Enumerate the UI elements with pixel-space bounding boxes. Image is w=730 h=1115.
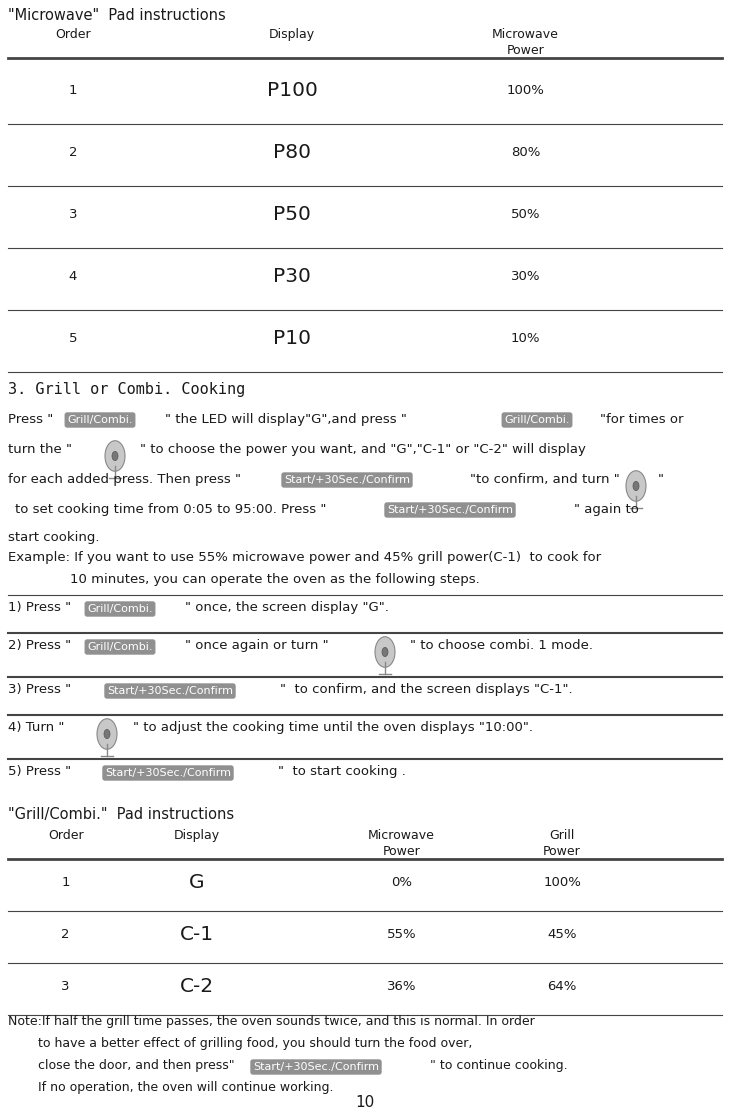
Text: 10: 10 <box>356 1095 374 1111</box>
Circle shape <box>633 482 639 491</box>
Text: Grill/Combi.: Grill/Combi. <box>67 415 133 425</box>
Text: Display: Display <box>269 28 315 41</box>
Text: Example: If you want to use 55% microwave power and 45% grill power(C-1)  to coo: Example: If you want to use 55% microwav… <box>8 551 601 564</box>
Text: Grill
Power: Grill Power <box>543 828 581 859</box>
Text: 3) Press ": 3) Press " <box>8 683 71 696</box>
Text: 55%: 55% <box>387 929 416 941</box>
Text: G: G <box>189 873 205 892</box>
Text: 5) Press ": 5) Press " <box>8 765 71 778</box>
Text: ": " <box>658 473 664 486</box>
Text: 4) Turn ": 4) Turn " <box>8 721 64 734</box>
Text: P100: P100 <box>266 80 318 99</box>
Text: 2) Press ": 2) Press " <box>8 639 71 652</box>
Text: 3. Grill or Combi. Cooking: 3. Grill or Combi. Cooking <box>8 382 245 397</box>
Text: 2: 2 <box>69 145 77 158</box>
Text: "for times or: "for times or <box>600 413 683 426</box>
Text: Display: Display <box>174 828 220 842</box>
Text: 4: 4 <box>69 270 77 282</box>
Text: 30%: 30% <box>511 270 540 282</box>
Text: "to confirm, and turn ": "to confirm, and turn " <box>470 473 620 486</box>
Text: P80: P80 <box>273 143 311 162</box>
Text: " the LED will display"G",and press ": " the LED will display"G",and press " <box>165 413 407 426</box>
Text: turn the ": turn the " <box>8 443 72 456</box>
Text: " to continue cooking.: " to continue cooking. <box>430 1059 568 1072</box>
Text: " again to: " again to <box>574 503 639 516</box>
Text: Start/+30Sec./Confirm: Start/+30Sec./Confirm <box>105 768 231 778</box>
Text: P30: P30 <box>273 266 311 285</box>
Circle shape <box>626 471 646 502</box>
Text: Microwave
Power: Microwave Power <box>492 28 559 57</box>
Circle shape <box>97 719 117 749</box>
Text: Grill/Combi.: Grill/Combi. <box>504 415 569 425</box>
Text: 3: 3 <box>61 980 70 993</box>
Text: "Grill/Combi."  Pad instructions: "Grill/Combi." Pad instructions <box>8 807 234 822</box>
Text: Note:If half the grill time passes, the oven sounds twice, and this is normal. I: Note:If half the grill time passes, the … <box>8 1015 535 1028</box>
Text: 10 minutes, you can operate the oven as the following steps.: 10 minutes, you can operate the oven as … <box>70 573 480 586</box>
Circle shape <box>105 440 125 472</box>
Text: 36%: 36% <box>387 980 416 993</box>
Text: Start/+30Sec./Confirm: Start/+30Sec./Confirm <box>107 686 233 696</box>
Text: 3: 3 <box>69 207 77 221</box>
Text: " once, the screen display "G".: " once, the screen display "G". <box>185 601 389 614</box>
Text: 1: 1 <box>61 876 70 890</box>
Text: Press ": Press " <box>8 413 53 426</box>
Text: for each added press. Then press ": for each added press. Then press " <box>8 473 241 486</box>
Text: 2: 2 <box>61 929 70 941</box>
Text: Order: Order <box>48 828 83 842</box>
Circle shape <box>104 729 110 738</box>
Text: If no operation, the oven will continue working.: If no operation, the oven will continue … <box>38 1082 334 1094</box>
Text: 5: 5 <box>69 331 77 345</box>
Text: Start/+30Sec./Confirm: Start/+30Sec./Confirm <box>387 505 513 515</box>
Circle shape <box>375 637 395 667</box>
Text: start cooking.: start cooking. <box>8 531 99 544</box>
Text: Start/+30Sec./Confirm: Start/+30Sec./Confirm <box>253 1061 379 1072</box>
Text: "  to confirm, and the screen displays "C-1".: " to confirm, and the screen displays "C… <box>280 683 572 696</box>
Text: to have a better effect of grilling food, you should turn the food over,: to have a better effect of grilling food… <box>38 1037 472 1050</box>
Text: 10%: 10% <box>511 331 540 345</box>
Text: " once again or turn ": " once again or turn " <box>185 639 328 652</box>
Text: " to choose combi. 1 mode.: " to choose combi. 1 mode. <box>410 639 593 652</box>
Text: 100%: 100% <box>507 84 545 97</box>
Text: 80%: 80% <box>511 145 540 158</box>
Text: Grill/Combi.: Grill/Combi. <box>88 604 153 614</box>
Text: 100%: 100% <box>543 876 581 890</box>
Text: 45%: 45% <box>548 929 577 941</box>
Circle shape <box>382 648 388 657</box>
Circle shape <box>112 452 118 460</box>
Text: "Microwave"  Pad instructions: "Microwave" Pad instructions <box>8 8 226 23</box>
Text: Microwave
Power: Microwave Power <box>368 828 435 859</box>
Text: close the door, and then press": close the door, and then press" <box>38 1059 234 1072</box>
Text: "  to start cooking .: " to start cooking . <box>278 765 406 778</box>
Text: Start/+30Sec./Confirm: Start/+30Sec./Confirm <box>284 475 410 485</box>
Text: 64%: 64% <box>548 980 577 993</box>
Text: 1: 1 <box>69 84 77 97</box>
Text: C-2: C-2 <box>180 978 214 997</box>
Text: 50%: 50% <box>511 207 540 221</box>
Text: to set cooking time from 0:05 to 95:00. Press ": to set cooking time from 0:05 to 95:00. … <box>15 503 326 516</box>
Text: P50: P50 <box>273 204 311 223</box>
Text: Order: Order <box>55 28 91 41</box>
Text: 0%: 0% <box>391 876 412 890</box>
Text: " to choose the power you want, and "G","C-1" or "C-2" will display: " to choose the power you want, and "G",… <box>140 443 586 456</box>
Text: P10: P10 <box>273 329 311 348</box>
Text: C-1: C-1 <box>180 925 214 944</box>
Text: Grill/Combi.: Grill/Combi. <box>88 642 153 652</box>
Text: " to adjust the cooking time until the oven displays "10:00".: " to adjust the cooking time until the o… <box>133 721 533 734</box>
Text: 1) Press ": 1) Press " <box>8 601 71 614</box>
